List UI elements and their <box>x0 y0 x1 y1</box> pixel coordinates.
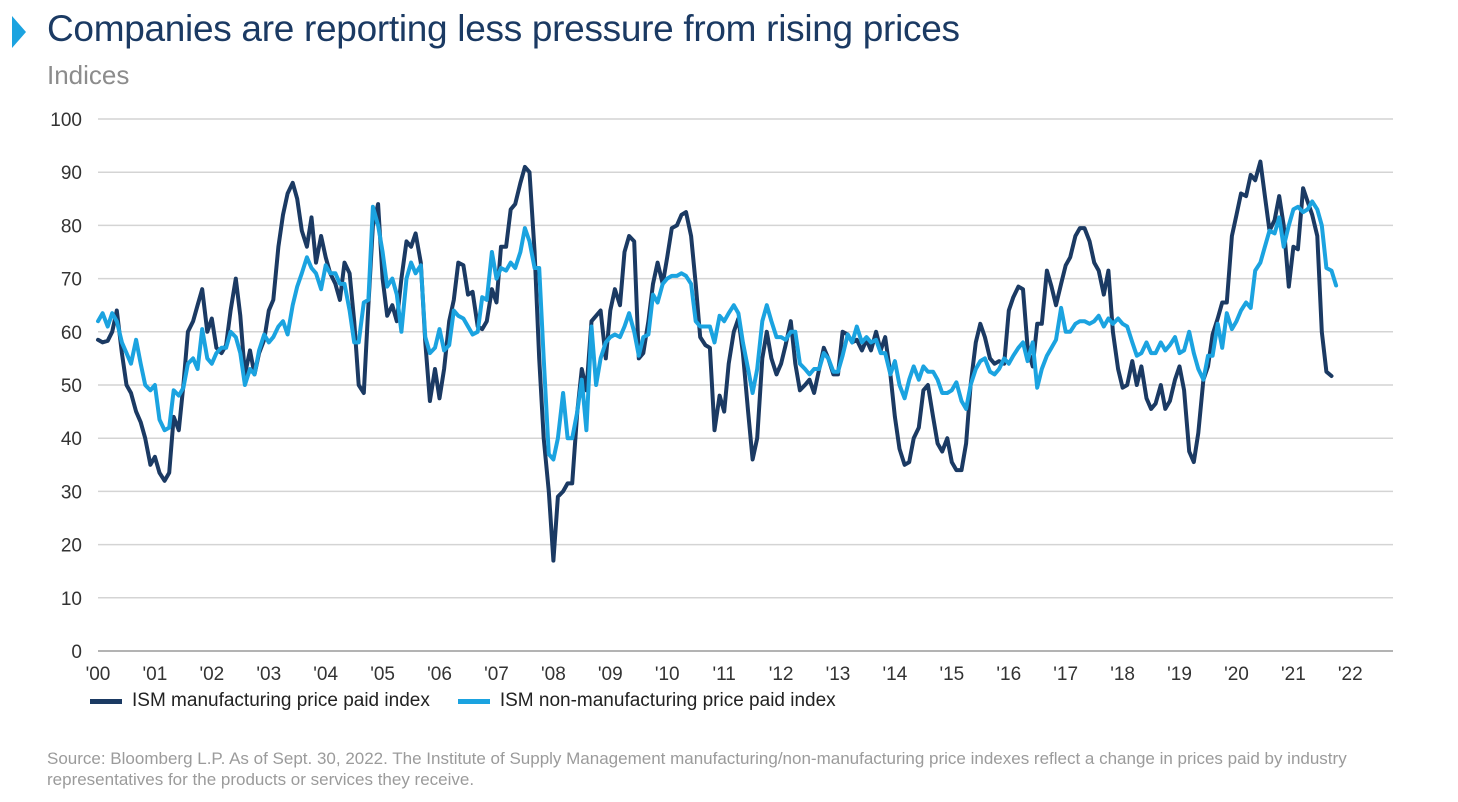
source-note: Source: Bloomberg L.P. As of Sept. 30, 2… <box>47 749 1347 789</box>
x-tick-label: '18 <box>1110 664 1135 685</box>
x-tick-label: '19 <box>1167 664 1192 685</box>
y-tick-label: 60 <box>61 323 82 344</box>
x-tick-label: '04 <box>313 664 338 685</box>
legend-item-nonmanufacturing: ISM non-manufacturing price paid index <box>457 690 836 712</box>
x-tick-label: '22 <box>1338 664 1363 685</box>
x-tick-label: '02 <box>199 664 224 685</box>
y-tick-label: 0 <box>71 642 82 663</box>
x-tick-label: '07 <box>484 664 509 685</box>
chart-title: Companies are reporting less pressure fr… <box>47 8 960 49</box>
y-tick-label: 80 <box>61 216 82 237</box>
y-tick-label: 90 <box>61 163 82 184</box>
legend-swatch-nonmanufacturing <box>457 698 490 704</box>
y-tick-label: 10 <box>61 589 82 610</box>
x-tick-label: '05 <box>370 664 395 685</box>
x-tick-label: '20 <box>1224 664 1249 685</box>
title-marker-icon <box>12 16 26 48</box>
chart-subtitle: Indices <box>47 60 130 90</box>
x-axis-ticks: '00 '01 '02 '03 '04 '05 '06 '07 '08 '09 '10 '11 '12 '… <box>86 664 1363 685</box>
series-lines <box>96 159 1339 563</box>
y-axis-ticks: 0 10 20 30 40 50 60 70 80 90 100 <box>50 110 82 663</box>
series-line-manufacturing <box>96 159 1334 563</box>
y-tick-label: 20 <box>61 536 82 557</box>
x-tick-label: '21 <box>1281 664 1306 685</box>
legend: ISM manufacturing price paid index ISM n… <box>90 690 864 712</box>
x-tick-label: '14 <box>883 664 908 685</box>
legend-item-manufacturing: ISM manufacturing price paid index <box>90 690 430 712</box>
x-tick-label: '17 <box>1053 664 1078 685</box>
x-tick-label: '10 <box>655 664 680 685</box>
legend-label-manufacturing: ISM manufacturing price paid index <box>132 690 430 711</box>
x-tick-label: '00 <box>86 664 111 685</box>
y-tick-label: 100 <box>50 110 82 131</box>
y-tick-label: 70 <box>61 270 82 291</box>
x-tick-label: '01 <box>143 664 168 685</box>
x-tick-label: '12 <box>769 664 794 685</box>
y-tick-label: 50 <box>61 376 82 397</box>
x-tick-label: '15 <box>939 664 964 685</box>
y-tick-label: 30 <box>61 482 82 503</box>
x-tick-label: '06 <box>427 664 452 685</box>
x-tick-label: '13 <box>826 664 851 685</box>
legend-label-nonmanufacturing: ISM non-manufacturing price paid index <box>499 690 836 711</box>
legend-swatch-manufacturing <box>90 698 122 704</box>
x-tick-label: '08 <box>541 664 566 685</box>
series-line-nonmanufacturing <box>96 199 1339 462</box>
x-tick-label: '09 <box>598 664 623 685</box>
gridlines <box>98 118 1393 652</box>
x-tick-label: '03 <box>256 664 281 685</box>
x-tick-label: '11 <box>712 664 735 685</box>
x-tick-label: '16 <box>996 664 1021 685</box>
y-tick-label: 40 <box>61 429 82 450</box>
